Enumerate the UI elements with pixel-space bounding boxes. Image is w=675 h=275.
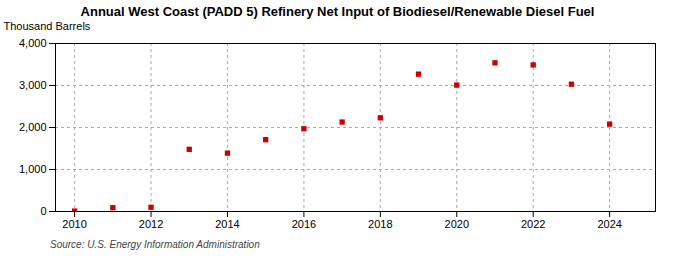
svg-text:2014: 2014 — [215, 218, 239, 230]
svg-text:2020: 2020 — [445, 218, 469, 230]
html-text:Annual West Coast (PADD 5) Ref: Annual West Coast (PADD 5) Refinery Net … — [80, 4, 595, 19]
svg-text:Thousand Barrels: Thousand Barrels — [4, 20, 91, 32]
svg-text:2010: 2010 — [62, 218, 86, 230]
html-text:Source: U.S. Energy Informatio: Source: U.S. Energy Information Administ… — [50, 239, 260, 250]
svg-text:2024: 2024 — [597, 218, 621, 230]
svg-text:2022: 2022 — [521, 218, 545, 230]
svg-text:1,000: 1,000 — [19, 163, 47, 175]
svg-text:2012: 2012 — [139, 218, 163, 230]
svg-text:2,000: 2,000 — [19, 121, 47, 133]
svg-text:4,000: 4,000 — [19, 37, 47, 49]
svg-text:3,000: 3,000 — [19, 79, 47, 91]
svg-text:0: 0 — [40, 205, 46, 217]
svg-text:2016: 2016 — [292, 218, 316, 230]
svg-text:2018: 2018 — [368, 218, 392, 230]
